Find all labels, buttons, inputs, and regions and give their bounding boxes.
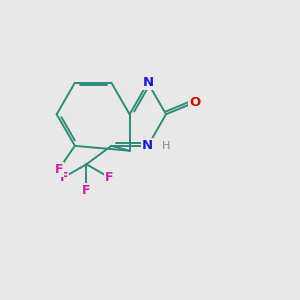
Text: F: F [82, 184, 91, 197]
Text: F: F [59, 171, 68, 184]
Text: N: N [142, 139, 153, 152]
Text: O: O [189, 96, 200, 109]
Text: H: H [162, 141, 170, 151]
Text: N: N [142, 76, 153, 89]
Text: F: F [55, 163, 63, 176]
Text: F: F [105, 171, 113, 184]
